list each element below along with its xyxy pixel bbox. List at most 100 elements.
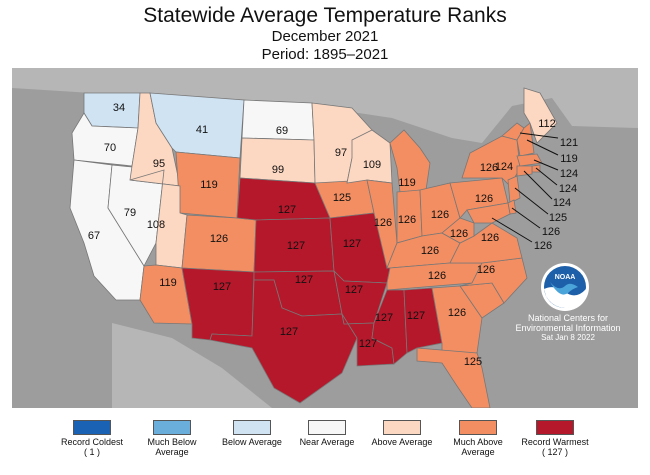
- leader-line-de: [511, 207, 541, 229]
- map-subtitle: December 2021: [271, 28, 379, 45]
- state-rank-nv: 79: [124, 207, 136, 219]
- state-rank-mn: 97: [335, 147, 347, 159]
- state-rank-wi: 109: [363, 159, 381, 171]
- state-rank-wy: 119: [200, 179, 218, 191]
- state-rank-ms: 127: [375, 312, 393, 324]
- state-rank-id: 95: [153, 158, 165, 170]
- state-rank-la: 127: [359, 338, 377, 350]
- legend-swatch: [308, 420, 346, 435]
- legend-item: Below Average: [212, 420, 292, 447]
- legend: Record Coldest ( 1 ) Much Below Average …: [0, 420, 650, 475]
- leader-line-nh: [526, 139, 559, 156]
- state-rank-wa: 34: [113, 102, 125, 114]
- legend-swatch: [383, 420, 421, 435]
- state-wv: [441, 217, 475, 244]
- state-rank-nc: 126: [481, 232, 499, 244]
- ncei-date: Sat Jan 8 2022: [541, 333, 595, 342]
- leader-lines: [491, 132, 559, 243]
- state-rank-ca: 67: [88, 230, 100, 242]
- state-rank-nj: 125: [549, 212, 567, 224]
- legend-swatch: [536, 420, 574, 435]
- leader-line-vt: [519, 132, 559, 139]
- state-shapes: [69, 87, 558, 408]
- state-rank-nm: 127: [213, 281, 231, 293]
- legend-extra: ( 1 ): [83, 447, 100, 457]
- state-rank-ok: 127: [295, 274, 313, 286]
- legend-label: Below Average: [222, 437, 282, 447]
- state-nj: [507, 175, 521, 204]
- us-temperature-map: 34 70 67 79 95 41 119 108 119 126 127 69 99 127 127 127…: [12, 68, 638, 408]
- legend-swatch: [233, 420, 271, 435]
- state-ms: [371, 289, 408, 365]
- state-rank-mo: 127: [343, 238, 361, 250]
- state-rank-or: 70: [104, 142, 116, 154]
- state-rank-ks: 127: [287, 240, 305, 252]
- state-rank-sd: 99: [272, 164, 284, 176]
- legend-label: Much Below Average: [147, 437, 197, 457]
- state-rank-az: 119: [159, 277, 177, 289]
- state-nh: [516, 122, 535, 157]
- leader-line-ma: [533, 159, 559, 171]
- state-rank-ut: 108: [147, 219, 165, 231]
- state-rank-ct: 124: [553, 197, 571, 209]
- state-rank-pa: 126: [480, 162, 498, 174]
- state-fl: [416, 347, 491, 408]
- state-rank-ma: 124: [560, 168, 578, 180]
- legend-item: Much Above Average: [438, 420, 518, 457]
- state-rank-fl: 125: [464, 356, 482, 368]
- map-period: Period: 1895–2021: [261, 46, 389, 63]
- ncei-credit: National Centers for Environmental Infor…: [510, 313, 626, 343]
- state-rank-wv: 126: [450, 228, 468, 240]
- state-me: [523, 87, 558, 144]
- noaa-logo-icon: NOAA: [541, 263, 589, 311]
- map-title: Statewide Average Temperature Ranks: [143, 4, 507, 27]
- state-rank-in: 126: [398, 214, 416, 226]
- state-rank-mi: 119: [398, 177, 416, 189]
- state-rank-ky: 126: [421, 245, 439, 257]
- state-rank-ia: 125: [333, 192, 351, 204]
- state-rank-ga: 126: [448, 307, 466, 319]
- state-rank-ar: 127: [345, 284, 363, 296]
- state-rank-ne: 127: [278, 204, 296, 216]
- state-rank-ny: 124: [495, 161, 513, 173]
- state-rank-nd: 69: [276, 125, 288, 137]
- legend-item: Much Below Average: [132, 420, 212, 457]
- state-rank-md: 126: [534, 240, 552, 252]
- state-nm: [181, 267, 255, 341]
- state-rank-va: 126: [475, 193, 493, 205]
- legend-item: Near Average: [287, 420, 367, 447]
- mexico-land: [112, 323, 272, 408]
- state-rank-vt: 121: [560, 137, 578, 149]
- legend-label: Near Average: [299, 437, 355, 447]
- state-mi: [389, 129, 431, 193]
- legend-swatch: [459, 420, 497, 435]
- state-rank-co: 126: [210, 233, 228, 245]
- noaa-logo-text: NOAA: [555, 274, 576, 281]
- state-sd: [239, 137, 316, 184]
- legend-item: Record Warmest ( 127 ): [515, 420, 595, 457]
- state-rank-mt: 41: [196, 124, 208, 136]
- state-rank-sc: 126: [477, 264, 495, 276]
- legend-item: Record Coldest ( 1 ): [52, 420, 132, 457]
- state-rank-labels: 34 70 67 79 95 41 119 108 119 126 127 69 99 127 127 127…: [88, 102, 578, 368]
- legend-swatch: [153, 420, 191, 435]
- state-rank-me: 112: [538, 118, 556, 130]
- leader-line-md: [491, 217, 533, 243]
- legend-label: Record Coldest: [60, 437, 124, 447]
- state-rank-nh: 119: [560, 153, 578, 165]
- state-tx: [209, 279, 358, 404]
- state-ny: [461, 135, 521, 187]
- state-rank-ri: 124: [559, 183, 577, 195]
- state-rank-de: 126: [542, 226, 560, 238]
- ncei-name: National Centers for Environmental Infor…: [515, 313, 621, 333]
- legend-label: Much Above Average: [453, 437, 503, 457]
- legend-extra: ( 127 ): [541, 447, 568, 457]
- leader-line-nj: [514, 187, 549, 215]
- legend-item: Above Average: [362, 420, 442, 447]
- state-rank-tx: 127: [280, 326, 298, 338]
- leader-line-ct: [523, 170, 553, 200]
- state-rank-il: 126: [374, 217, 392, 229]
- legend-label: Above Average: [371, 437, 433, 447]
- state-rank-al: 127: [407, 310, 425, 322]
- state-md: [466, 202, 511, 224]
